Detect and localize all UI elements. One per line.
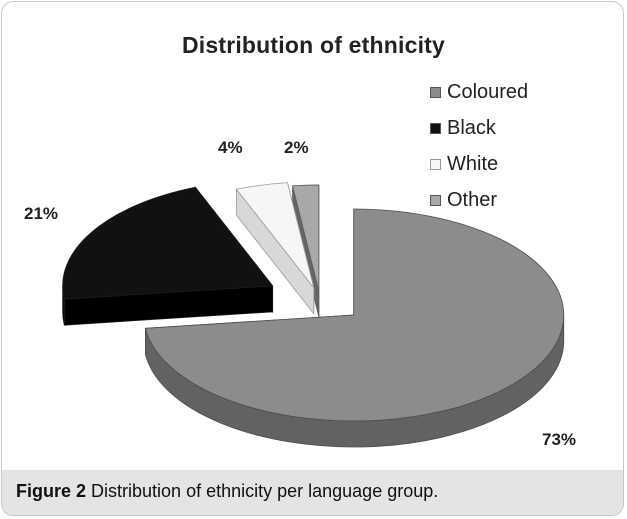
figure-caption-text: Distribution of ethnicity per language g… <box>91 481 439 501</box>
legend-item-coloured: Coloured <box>430 74 528 110</box>
legend-swatch-white <box>430 158 441 170</box>
legend-label-black: Black <box>447 116 496 139</box>
legend-swatch-coloured <box>430 86 441 98</box>
figure-caption: Figure 2 Distribution of ethnicity per l… <box>16 481 438 502</box>
slice-black <box>62 186 274 326</box>
legend-label-other: Other <box>447 188 498 211</box>
data-label-coloured: 73% <box>542 430 577 449</box>
slice-coloured-top <box>144 208 565 422</box>
legend-label-white: White <box>447 152 499 175</box>
legend-swatch-other <box>430 194 441 206</box>
figure-label: Figure 2 <box>16 481 87 501</box>
data-label-black: 21% <box>24 204 59 223</box>
legend-label-coloured: Coloured <box>447 80 529 103</box>
caption-bar <box>2 470 623 515</box>
chart-title: Distribution of ethnicity <box>181 32 446 58</box>
slice-other-top <box>292 184 320 292</box>
slice-coloured <box>144 208 565 448</box>
legend-swatch-black <box>430 122 441 134</box>
slice-white-top <box>235 182 315 289</box>
data-label-other: 2% <box>284 138 309 157</box>
slice-black-top <box>62 186 274 300</box>
data-label-white: 4% <box>218 138 243 157</box>
pie-chart <box>62 182 565 448</box>
chart-legend: Coloured Black White Other <box>430 74 528 218</box>
legend-item-white: White <box>430 146 528 182</box>
legend-item-black: Black <box>430 110 528 146</box>
slice-white <box>235 182 315 315</box>
legend-item-other: Other <box>430 182 528 218</box>
